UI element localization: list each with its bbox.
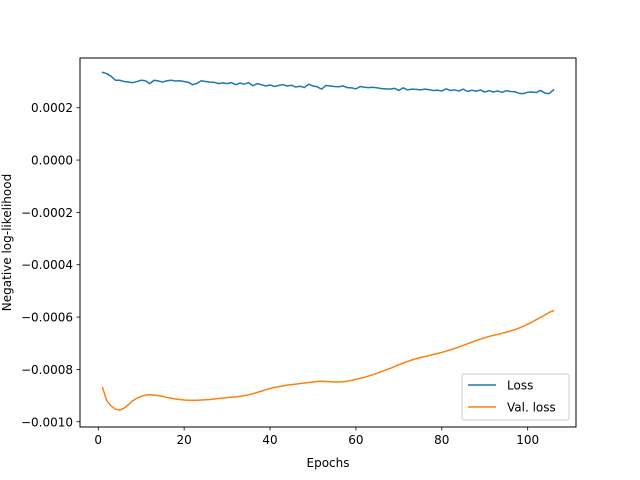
y-tick-label: −0.0004 [21, 258, 73, 272]
series-line-loss [101, 71, 555, 95]
y-tick-label: −0.0010 [21, 415, 73, 429]
legend-label-loss: Loss [507, 379, 533, 393]
y-tick-label: −0.0008 [21, 363, 73, 377]
y-axis-label: Negative log-likelihood [0, 174, 14, 311]
x-tick-label: 20 [176, 433, 191, 447]
plot-area [101, 71, 555, 411]
y-tick-label: 0.0000 [31, 154, 73, 168]
x-axis-label: Epochs [307, 456, 350, 470]
x-tick-label: 100 [516, 433, 539, 447]
y-axis: 0.0002 0.0000 −0.0002 −0.0004 −0.0006 −0.0008… [21, 101, 80, 429]
series-line-val-loss [101, 309, 555, 411]
x-tick-label: 40 [262, 433, 277, 447]
y-tick-label: 0.0002 [31, 101, 73, 115]
x-tick-label: 60 [348, 433, 363, 447]
x-tick-label: 0 [94, 433, 102, 447]
x-tick-label: 80 [434, 433, 449, 447]
axes-frame [79, 57, 577, 428]
x-axis: 0 20 40 60 80 100 [94, 427, 539, 447]
y-tick-label: −0.0002 [21, 206, 73, 220]
legend-label-val-loss: Val. loss [507, 401, 556, 415]
y-tick-label: −0.0006 [21, 311, 73, 325]
legend: Loss Val. loss [461, 373, 570, 421]
